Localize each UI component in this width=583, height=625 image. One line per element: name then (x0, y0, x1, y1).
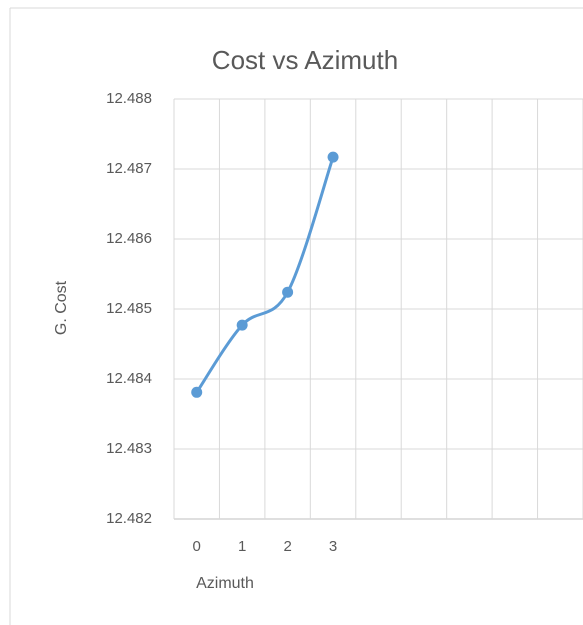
x-tick-label: 1 (238, 538, 246, 555)
y-axis-label: G. Cost (53, 280, 70, 335)
line-series (195, 156, 335, 394)
x-tick-label: 2 (283, 538, 291, 555)
y-tick-label: 12.482 (106, 510, 152, 527)
x-tick-label: 3 (329, 538, 337, 555)
data-point (236, 319, 248, 331)
x-axis-label: Azimuth (196, 575, 254, 592)
chart-title: Cost vs Azimuth (212, 45, 398, 75)
x-tick-label: 0 (193, 538, 201, 555)
y-tick-label: 12.488 (106, 90, 152, 107)
data-point (191, 386, 203, 398)
y-tick-label: 12.485 (106, 300, 152, 317)
data-point (282, 286, 294, 298)
y-tick-label: 12.484 (106, 370, 152, 387)
data-point (327, 151, 339, 163)
y-tick-label: 12.486 (106, 230, 152, 247)
y-tick-label: 12.487 (106, 160, 152, 177)
y-tick-label: 12.483 (106, 440, 152, 457)
